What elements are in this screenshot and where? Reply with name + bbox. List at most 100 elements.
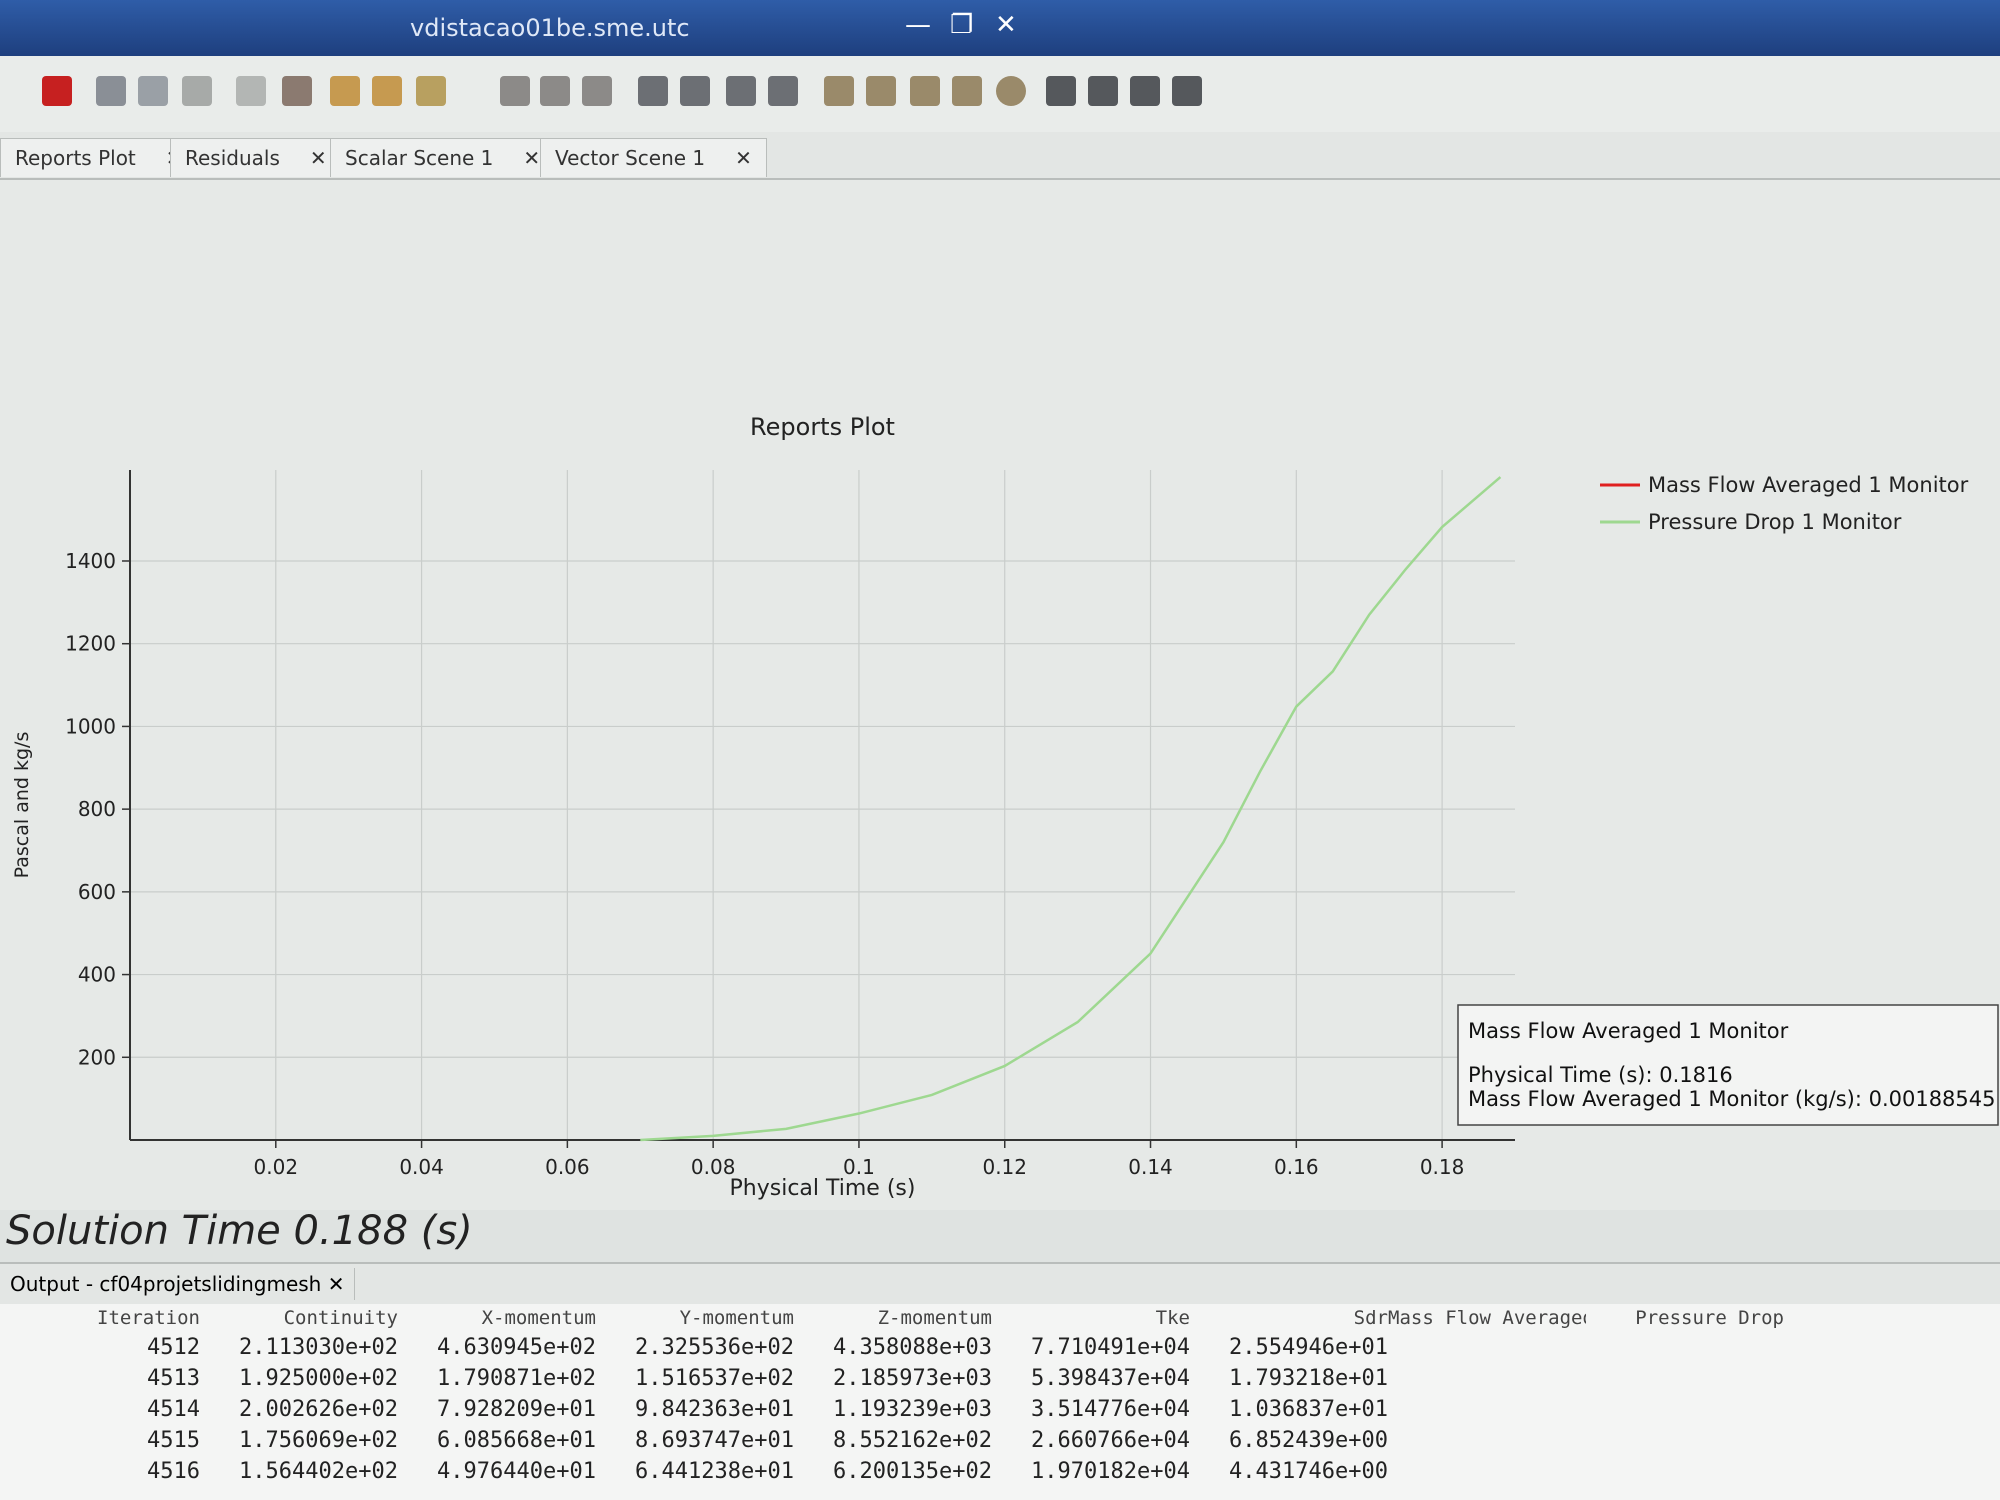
tool-icon[interactable] bbox=[138, 76, 168, 106]
output-header: Iteration Continuity X-momentum Y-momentum Z… bbox=[60, 1304, 1784, 1332]
output-cell: 6.852439e+00 bbox=[1229, 1428, 1388, 1453]
column-header: Pressure Drop bbox=[1635, 1307, 1784, 1329]
tool-icon[interactable] bbox=[1130, 76, 1160, 106]
tool-icon[interactable] bbox=[330, 76, 360, 106]
tab-close[interactable]: ✕ bbox=[735, 146, 752, 170]
y-tick-label: 1000 bbox=[65, 714, 116, 738]
output-cell: 4.431746e+00 bbox=[1229, 1459, 1388, 1484]
output-tab-label: Output - cf04projetslidingmesh bbox=[10, 1272, 322, 1296]
stop-run-icon[interactable] bbox=[866, 76, 896, 106]
output-cell: 7.928209e+01 bbox=[437, 1397, 596, 1422]
output-row: 4513 1.925000e+02 1.790871e+02 1.516537e+02… bbox=[60, 1363, 1784, 1394]
output-cell: 4513 bbox=[147, 1366, 200, 1391]
close-button[interactable]: ✕ bbox=[995, 10, 1017, 40]
tab[interactable]: Vector Scene 1 ✕ bbox=[540, 138, 767, 177]
output-cell: 1.516537e+02 bbox=[635, 1366, 794, 1391]
output-cell: 1.970182e+04 bbox=[1031, 1459, 1190, 1484]
y-tick-label: 600 bbox=[78, 880, 116, 904]
column-header: X-momentum bbox=[481, 1307, 596, 1329]
output-cell: 1.036837e+01 bbox=[1229, 1397, 1388, 1422]
column-header: Sdr bbox=[1353, 1307, 1388, 1329]
tool-icon[interactable] bbox=[768, 76, 798, 106]
column-header: Iteration bbox=[97, 1307, 200, 1329]
tab-strip: Reports Plot✕Residuals✕Scalar Scene 1✕Ve… bbox=[0, 132, 2000, 180]
tooltip-line: Physical Time (s): 0.1816 bbox=[1468, 1063, 1733, 1087]
x-tick-label: 0.12 bbox=[982, 1155, 1027, 1179]
x-tick-label: 0.1 bbox=[843, 1155, 875, 1179]
step-icon[interactable] bbox=[952, 76, 982, 106]
reports-plot: Reports Plot Physical Time (s) Pascal and … bbox=[0, 180, 2000, 1210]
tab-label: Vector Scene 1 bbox=[555, 146, 706, 170]
tab-close[interactable]: ✕ bbox=[309, 146, 327, 170]
x-axis-title: Physical Time (s) bbox=[730, 1176, 916, 1201]
output-row: 4515 1.756069e+02 6.085668e+01 8.693747e+01… bbox=[60, 1425, 1784, 1456]
tool-icon[interactable] bbox=[582, 76, 612, 106]
output-cell: 1.756069e+02 bbox=[239, 1428, 398, 1453]
tool-icon[interactable] bbox=[726, 76, 756, 106]
column-header: Tke bbox=[1155, 1307, 1190, 1329]
output-cell: 8.693747e+01 bbox=[635, 1428, 794, 1453]
output-row: 4512 2.113030e+02 4.630945e+02 2.325536e+02… bbox=[60, 1332, 1784, 1363]
tool-icon[interactable] bbox=[500, 76, 530, 106]
x-tick-label: 0.04 bbox=[399, 1155, 444, 1179]
output-cell: 6.200135e+02 bbox=[833, 1459, 992, 1484]
tool-icon[interactable] bbox=[638, 76, 668, 106]
tab[interactable]: Scalar Scene 1 ✕ bbox=[330, 138, 556, 177]
output-cell: 9.842363e+01 bbox=[635, 1397, 794, 1422]
output-cell: 2.113030e+02 bbox=[239, 1335, 398, 1360]
toolbar bbox=[0, 56, 2000, 133]
play-icon[interactable] bbox=[824, 76, 854, 106]
x-tick-label: 0.06 bbox=[545, 1155, 590, 1179]
tool-icon[interactable] bbox=[182, 76, 212, 106]
solution-time: Solution Time 0.188 (s) bbox=[6, 1208, 473, 1254]
tab[interactable]: Residuals ✕ bbox=[170, 138, 342, 177]
column-header: Z-momentum bbox=[877, 1307, 992, 1329]
tool-icon[interactable] bbox=[680, 76, 710, 106]
tab-label: Residuals bbox=[185, 146, 280, 170]
output-cell: 2.002626e+02 bbox=[239, 1397, 398, 1422]
minimize-button[interactable]: — bbox=[905, 10, 931, 40]
tool-icon[interactable] bbox=[1172, 76, 1202, 106]
restore-button[interactable]: ❐ bbox=[950, 10, 974, 40]
y-tick-label: 1400 bbox=[65, 549, 116, 573]
output-cell: 4514 bbox=[147, 1397, 200, 1422]
step-back-icon[interactable] bbox=[910, 76, 940, 106]
tool-icon[interactable] bbox=[540, 76, 570, 106]
output-cell: 4.976440e+01 bbox=[437, 1459, 596, 1484]
output-cell: 7.710491e+04 bbox=[1031, 1335, 1190, 1360]
output-table: Iteration Continuity X-momentum Y-momentum Z… bbox=[60, 1304, 1784, 1487]
x-tick-label: 0.14 bbox=[1128, 1155, 1173, 1179]
output-cell: 1.564402e+02 bbox=[239, 1459, 398, 1484]
x-tick-label: 0.18 bbox=[1420, 1155, 1465, 1179]
legend-label: Pressure Drop 1 Monitor bbox=[1648, 510, 1902, 534]
tool-icon[interactable] bbox=[416, 76, 446, 106]
tooltip-box bbox=[1457, 1004, 1999, 1126]
tool-icon[interactable] bbox=[236, 76, 266, 106]
y-tick-label: 800 bbox=[78, 797, 116, 821]
output-row: 4516 1.564402e+02 4.976440e+01 6.441238e+01… bbox=[60, 1456, 1784, 1487]
record-icon[interactable] bbox=[996, 76, 1026, 106]
tool-icon[interactable] bbox=[1046, 76, 1076, 106]
output-cell: 1.193239e+03 bbox=[833, 1397, 992, 1422]
output-cell: 4.630945e+02 bbox=[437, 1335, 596, 1360]
output-cell: 4512 bbox=[147, 1335, 200, 1360]
x-tick-label: 0.08 bbox=[691, 1155, 736, 1179]
output-cell: 4.358088e+03 bbox=[833, 1335, 992, 1360]
tool-icon[interactable] bbox=[282, 76, 312, 106]
tool-icon[interactable] bbox=[372, 76, 402, 106]
tab-close[interactable]: ✕ bbox=[523, 146, 541, 170]
stop-icon[interactable] bbox=[42, 76, 72, 106]
tooltip-line: Mass Flow Averaged 1 Monitor (kg/s): 0.0… bbox=[1468, 1087, 1996, 1111]
output-cell: 2.660766e+04 bbox=[1031, 1428, 1190, 1453]
output-tab[interactable]: Output - cf04projetslidingmesh ✕ bbox=[0, 1268, 356, 1300]
output-panel: Iteration Continuity X-momentum Y-momentum Z… bbox=[0, 1304, 2000, 1500]
tool-icon[interactable] bbox=[1088, 76, 1118, 106]
output-cell: 2.185973e+03 bbox=[833, 1366, 992, 1391]
y-tick-label: 200 bbox=[78, 1045, 116, 1069]
tooltip-title: Mass Flow Averaged 1 Monitor bbox=[1468, 1019, 1789, 1043]
output-cell: 2.325536e+02 bbox=[635, 1335, 794, 1360]
tab[interactable]: Reports Plot✕ bbox=[0, 138, 198, 177]
window-title: vdistacao01be.sme.utc bbox=[410, 14, 690, 42]
tool-icon[interactable] bbox=[96, 76, 126, 106]
